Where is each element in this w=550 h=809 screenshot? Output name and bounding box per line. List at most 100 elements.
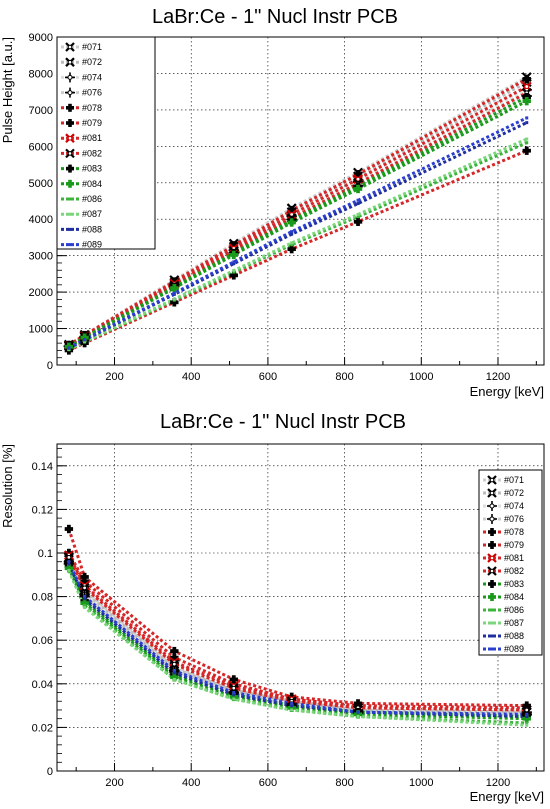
resolution-y-tick-label: 0	[47, 766, 53, 778]
pulse-height-legend-entry: #074	[82, 72, 102, 82]
resolution-legend-entry: #084	[504, 592, 524, 602]
resolution-legend-entry: #079	[504, 540, 524, 550]
resolution-legend-entry: #082	[504, 566, 524, 576]
resolution-point-088	[232, 693, 236, 697]
pulse-height-legend-marker	[66, 179, 74, 188]
resolution-legend-marker	[487, 553, 497, 563]
pulse-height-y-tick-label: 1000	[29, 324, 53, 336]
pulse-height-y-tick-label: 3000	[29, 251, 53, 263]
pulse-height-y-tick-label: 5000	[29, 178, 53, 190]
resolution-x-tick-label: 1000	[409, 777, 433, 789]
pulse-height-chart-title: LaBr:Ce - 1" Nucl Instr PCB	[152, 6, 398, 28]
resolution-series-layer	[63, 524, 532, 727]
pulse-height-legend: #071 #072 #074 #076 #078 #079 #081 #082 #083 #084…	[56, 36, 156, 250]
resolution-legend-marker	[490, 608, 494, 612]
pulse-height-x-tick-label: 1200	[486, 371, 510, 383]
resolution-point-089	[172, 669, 176, 673]
pulse-height-point-089	[525, 116, 529, 120]
pulse-height-point-089	[356, 198, 360, 202]
resolution-legend-entry: #083	[504, 579, 524, 589]
pulse-height-point-084	[287, 218, 296, 227]
resolution-point-087	[356, 715, 360, 718]
resolution-legend-entry: #081	[504, 553, 524, 563]
resolution-legend-entry: #076	[504, 514, 524, 524]
resolution-legend-entry: #087	[504, 618, 524, 628]
pulse-height-legend-box	[56, 36, 156, 250]
resolution-legend-entry: #088	[504, 631, 524, 641]
resolution-point-087	[232, 697, 236, 701]
resolution-point-079	[522, 701, 531, 710]
resolution-point-079	[64, 524, 74, 534]
resolution-y-tick-label: 0.1	[38, 548, 53, 560]
pulse-height-point-086	[290, 243, 294, 247]
pulse-height-legend-marker	[65, 72, 75, 83]
resolution-point-082	[228, 683, 239, 694]
pulse-height-y-axis-label: Pulse Height [a.u.]	[0, 37, 15, 143]
resolution-point-088	[172, 671, 176, 675]
pulse-height-legend-marker	[65, 42, 75, 52]
pulse-height-point-087	[83, 340, 87, 344]
pulse-height-legend-marker	[66, 103, 74, 112]
resolution-y-tick-label: 0.08	[32, 592, 53, 604]
resolution-point-079	[170, 646, 179, 656]
pulse-height-legend-marker	[66, 164, 74, 173]
resolution-x-tick-label: 800	[335, 777, 353, 789]
resolution-x-tick-label: 400	[182, 777, 200, 789]
resolution-legend-marker	[487, 488, 497, 498]
resolution-point-078	[170, 653, 179, 662]
resolution-point-082	[63, 552, 74, 563]
resolution-point-084	[353, 710, 363, 719]
pulse-height-legend-marker	[68, 243, 72, 247]
pulse-height-x-tick-label: 600	[259, 371, 277, 383]
pulse-height-point-081	[286, 209, 297, 220]
pulse-height-point-078	[522, 74, 531, 84]
pulse-height-x-tick-label: 400	[182, 371, 200, 383]
pulse-height-x-tick-label: 200	[105, 371, 123, 383]
pulse-height-point-089	[67, 346, 71, 350]
pulse-height-y-tick-label: 9000	[29, 32, 53, 44]
pulse-height-point-084	[80, 333, 89, 342]
resolution-legend-marker	[488, 528, 496, 536]
pulse-height-y-tick-label: 6000	[29, 141, 53, 153]
pulse-height-point-084	[522, 96, 531, 106]
pulse-height-panel: LaBr:Ce - 1" Nucl Instr PCB 200 400 600 800…	[0, 6, 545, 399]
resolution-x-tick-label: 600	[259, 777, 277, 789]
resolution-point-084	[170, 673, 179, 682]
pulse-height-point-088	[290, 232, 294, 236]
pulse-height-y-tick-label: 2000	[29, 287, 53, 299]
resolution-point-088	[67, 562, 71, 566]
resolution-point-084	[522, 714, 531, 723]
resolution-point-082	[79, 582, 90, 593]
pulse-height-legend-entry: #079	[82, 118, 102, 128]
pulse-height-point-079	[522, 146, 531, 155]
resolution-y-tick-label: 0.12	[32, 504, 53, 516]
pulse-height-legend-marker	[66, 119, 74, 127]
pulse-height-x-tick-label: 1000	[409, 371, 433, 383]
pulse-height-point-087	[525, 137, 529, 141]
resolution-point-079	[229, 675, 238, 684]
resolution-point-087	[172, 677, 176, 681]
resolution-point-089	[525, 712, 529, 716]
pulse-height-legend-entry: #087	[82, 209, 102, 219]
pulse-height-legend-marker	[65, 57, 75, 67]
resolution-y-tick-label: 0.02	[32, 722, 53, 734]
pulse-height-legend-entry: #076	[82, 88, 102, 98]
resolution-point-089	[232, 691, 236, 695]
pulse-height-legend-entry: #088	[82, 224, 102, 234]
pulse-height-point-086	[356, 215, 360, 219]
pulse-height-point-088	[525, 121, 529, 125]
pulse-height-point-078	[229, 241, 238, 250]
pulse-height-point-084	[229, 250, 238, 260]
pulse-height-x-tick-label: 800	[335, 371, 353, 383]
resolution-x-tick-label: 1200	[486, 777, 510, 789]
resolution-legend-marker	[490, 634, 494, 638]
resolution-point-088	[83, 597, 87, 601]
pulse-height-point-089	[232, 260, 236, 264]
pulse-height-point-087	[232, 269, 236, 273]
resolution-point-087	[83, 606, 87, 609]
pulse-height-point-079	[353, 217, 363, 226]
resolution-x-ticks: 200 400 600 800 1000 1200	[75, 763, 537, 789]
resolution-point-086	[83, 603, 87, 607]
resolution-legend-entry: #089	[504, 644, 524, 654]
pulse-height-point-087	[172, 297, 176, 301]
